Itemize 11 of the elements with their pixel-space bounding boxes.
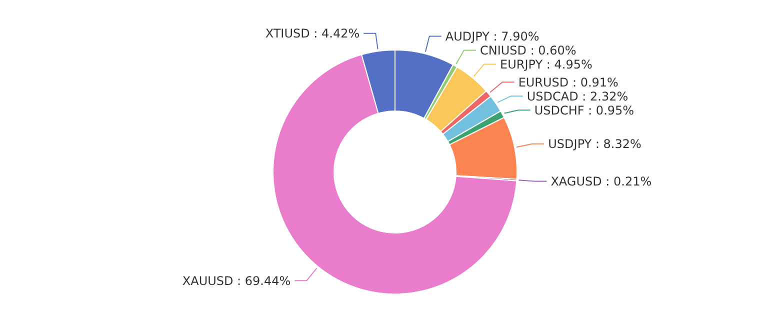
slice-label: EURUSD : 0.91%	[518, 75, 618, 90]
slice-label: CNIUSD : 0.60%	[480, 43, 576, 58]
donut-slice	[426, 66, 487, 132]
slice-label: XAUUSD : 69.44%	[182, 274, 291, 288]
slice-label: USDCAD : 2.32%	[526, 89, 628, 104]
slice-label: USDCHF : 0.95%	[534, 103, 634, 118]
slice-label: USDJPY : 8.32%	[548, 137, 642, 152]
slice-label: AUDJPY : 7.90%	[445, 29, 540, 44]
slice-label: XAGUSD : 0.21%	[550, 174, 652, 188]
slice-label: EURJPY : 4.95%	[500, 57, 592, 72]
slice-label: XTIUSD : 4.42%	[265, 26, 360, 41]
